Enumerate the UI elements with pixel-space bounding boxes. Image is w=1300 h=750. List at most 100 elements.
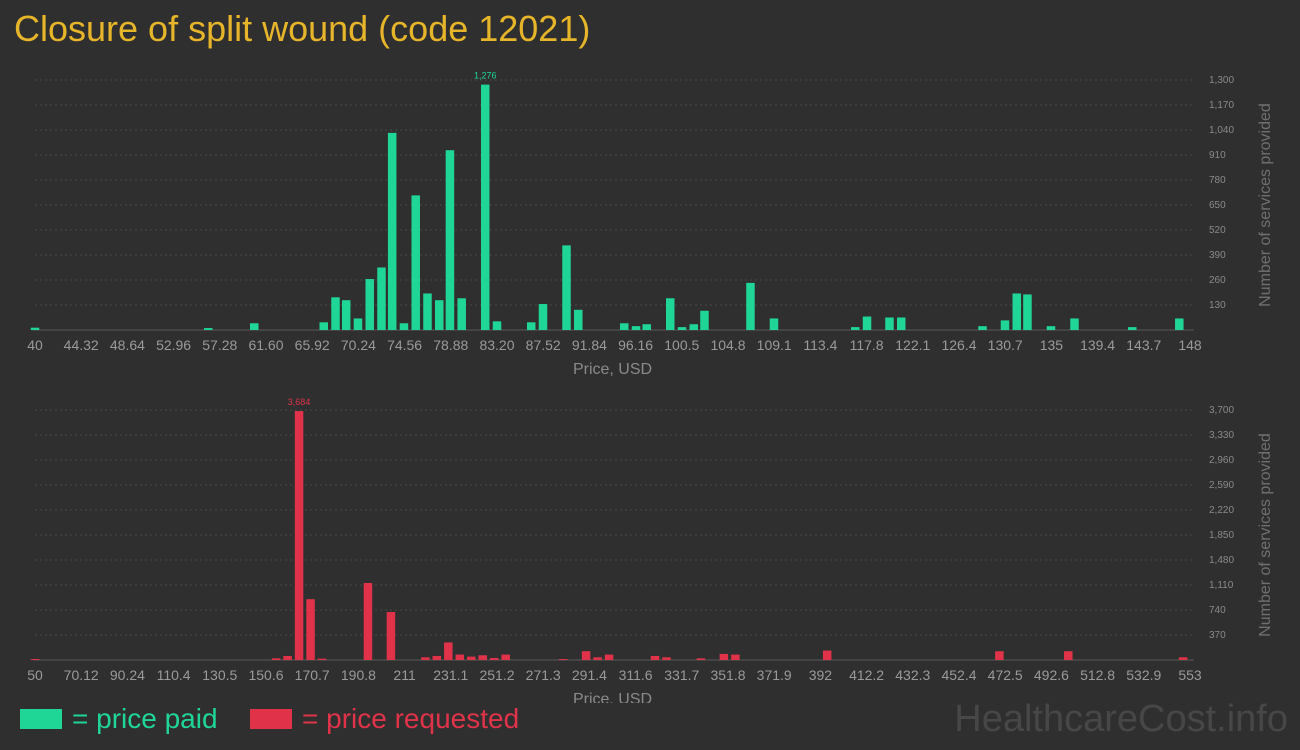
paid-bar [1023, 294, 1032, 330]
requested-bar [271, 658, 281, 660]
paid-bar [30, 327, 40, 330]
paid-bar [445, 150, 455, 330]
paid-bar [862, 316, 872, 330]
paid-bar [677, 327, 687, 330]
requested-bar [581, 651, 591, 660]
paid-x-tick-label: 91.84 [572, 337, 607, 353]
paid-bar [353, 318, 363, 330]
paid-bar [689, 324, 699, 330]
paid-x-tick-label: 57.28 [202, 337, 237, 353]
requested-x-tick-label: 251.2 [479, 667, 514, 683]
requested-x-tick-label: 271.3 [526, 667, 561, 683]
requested-bar [444, 642, 453, 660]
paid-bar [574, 309, 583, 330]
paid-x-tick-label: 143.7 [1126, 337, 1161, 353]
paid-bar [526, 322, 536, 330]
site-watermark: HealthcareCost.info [954, 698, 1288, 740]
requested-x-tick-label: 412.2 [849, 667, 884, 683]
paid-bar [365, 279, 374, 330]
paid-y-tick-label: 260 [1209, 275, 1226, 286]
requested-bar [317, 658, 327, 660]
paid-bar [492, 321, 502, 330]
requested-x-tick-label: 512.8 [1080, 667, 1115, 683]
paid-x-tick-label: 74.56 [387, 337, 422, 353]
paid-bar [746, 282, 755, 330]
paid-bar [1012, 293, 1021, 330]
requested-x-tick-label: 553 [1178, 667, 1202, 683]
paid-bar [457, 298, 466, 330]
requested-bar [650, 655, 660, 660]
requested-y-tick-label: 2,590 [1209, 480, 1234, 491]
paid-x-tick-label: 135 [1040, 337, 1064, 353]
paid-bar [642, 324, 651, 330]
paid-y-tick-label: 910 [1209, 150, 1226, 161]
paid-bar [851, 327, 860, 330]
requested-x-tick-label: 231.1 [433, 667, 468, 683]
paid-peak-label: 1,276 [474, 71, 497, 81]
paid-bar [769, 318, 779, 330]
legend-label-paid: = price paid [72, 703, 218, 734]
paid-y-axis-label: Number of services provided [1257, 103, 1274, 307]
legend-swatch-paid [20, 709, 62, 729]
requested-y-tick-label: 1,850 [1209, 530, 1234, 541]
requested-x-tick-label: 371.9 [757, 667, 792, 683]
paid-bar [341, 300, 351, 330]
requested-x-tick-label: 331.7 [664, 667, 699, 683]
paid-bar [399, 323, 409, 330]
requested-bar [593, 657, 602, 660]
paid-bar [411, 195, 420, 330]
paid-x-tick-label: 113.4 [803, 337, 837, 353]
paid-bar [1070, 318, 1079, 330]
paid-y-tick-label: 650 [1209, 200, 1226, 211]
paid-y-tick-label: 520 [1209, 225, 1226, 236]
requested-peak-label: 3,684 [288, 397, 311, 407]
paid-bar [978, 326, 987, 330]
requested-bar [1178, 657, 1188, 660]
requested-x-tick-label: 311.6 [619, 667, 653, 683]
paid-bar [1128, 327, 1137, 330]
paid-x-tick-label: 126.4 [941, 337, 976, 353]
paid-x-tick-label: 100.5 [664, 337, 699, 353]
paid-bar [885, 317, 894, 330]
paid-bar [1000, 320, 1010, 330]
paid-y-tick-label: 1,170 [1209, 100, 1234, 111]
paid-bar [897, 317, 906, 330]
paid-y-tick-label: 780 [1209, 175, 1226, 186]
requested-x-tick-label: 392 [809, 667, 833, 683]
requested-y-tick-label: 740 [1209, 605, 1226, 616]
paid-bar [631, 326, 641, 330]
requested-y-axis-label: Number of services provided [1257, 433, 1274, 637]
requested-x-tick-label: 130.5 [202, 667, 237, 683]
requested-x-tick-label: 50 [27, 667, 43, 683]
paid-x-tick-label: 70.24 [341, 337, 376, 353]
legend-label-requested: = price requested [302, 703, 520, 734]
requested-bar [731, 654, 740, 660]
requested-x-tick-label: 211 [393, 667, 416, 683]
requested-bar [386, 612, 396, 660]
requested-bar [467, 656, 476, 660]
paid-x-tick-label: 130.7 [988, 337, 1023, 353]
paid-bar [249, 323, 259, 330]
paid-bar [538, 304, 548, 330]
requested-bar [432, 655, 442, 660]
paid-bar [666, 298, 675, 330]
requested-bar [995, 651, 1004, 660]
requested-x-tick-label: 472.5 [988, 667, 1023, 683]
paid-x-tick-label: 52.96 [156, 337, 191, 353]
requested-bar [421, 657, 430, 660]
paid-x-tick-label: 148 [1178, 337, 1202, 353]
paid-bar [620, 323, 629, 330]
requested-x-tick-label: 190.8 [341, 667, 376, 683]
paid-x-tick-label: 40 [27, 337, 43, 353]
requested-x-tick-label: 150.6 [248, 667, 283, 683]
requested-y-tick-label: 3,700 [1209, 405, 1234, 416]
requested-y-tick-label: 370 [1209, 630, 1226, 641]
requested-bar [489, 657, 499, 660]
paid-x-tick-label: 44.32 [64, 337, 99, 353]
requested-bar [822, 650, 832, 660]
paid-bar [562, 245, 571, 330]
paid-bar [1046, 326, 1056, 330]
paid-y-tick-label: 1,040 [1209, 125, 1234, 136]
requested-bar [283, 655, 292, 660]
requested-x-tick-label: 90.24 [110, 667, 145, 683]
